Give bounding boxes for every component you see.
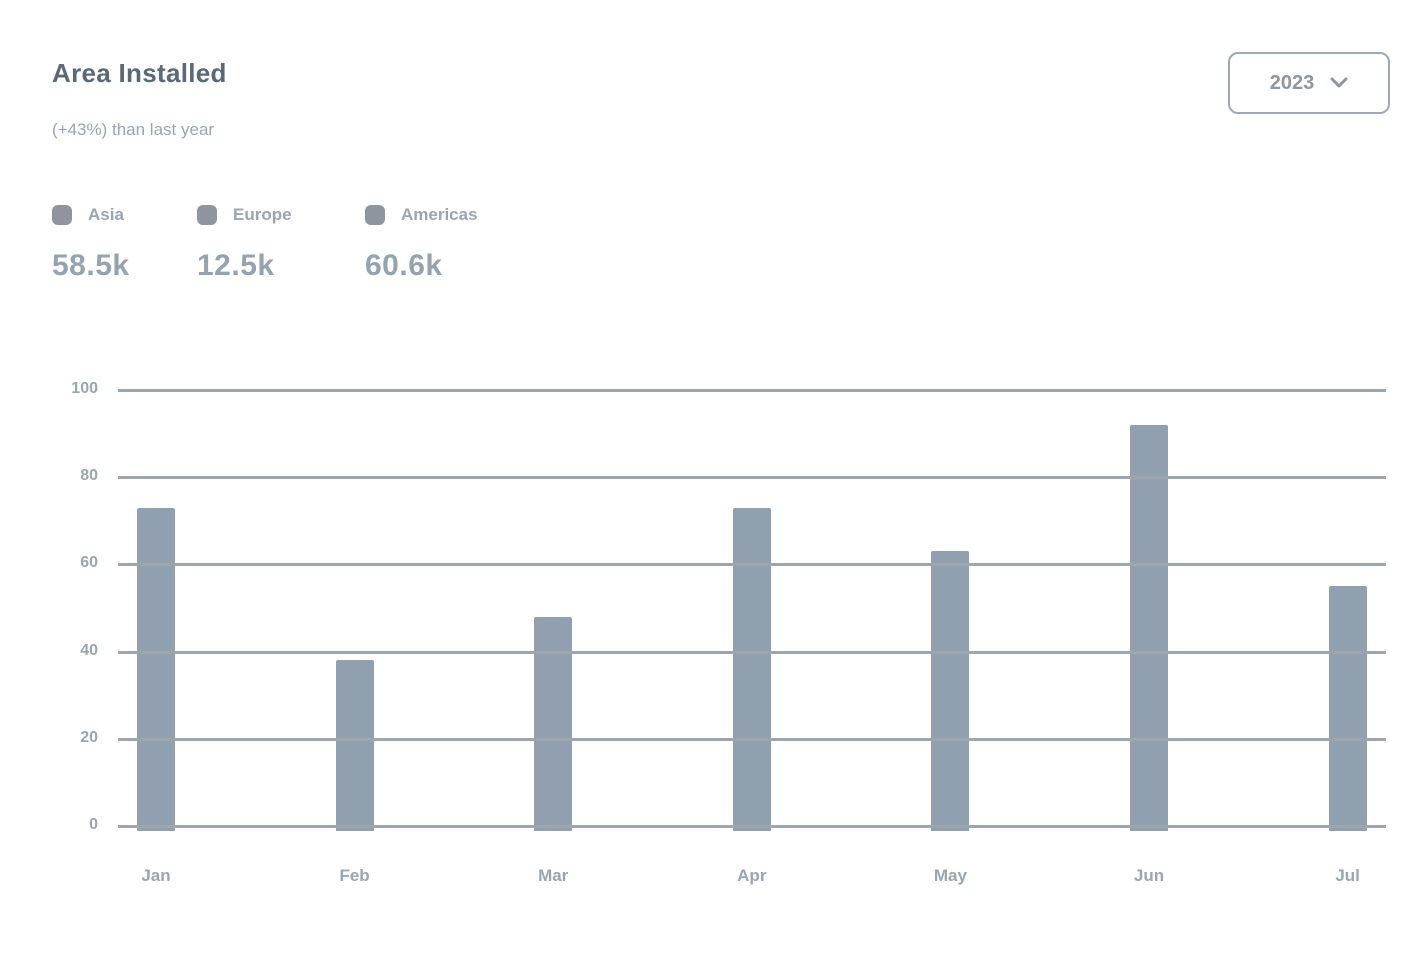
legend-dot-icon — [197, 205, 217, 225]
legend-item-americas: Americas 60.6k — [365, 205, 478, 283]
y-axis-tick-label: 20 — [80, 728, 98, 746]
legend-item-asia: Asia 58.5k — [52, 205, 130, 283]
bar-jan[interactable] — [137, 507, 175, 831]
x-axis-tick-label: Jul — [1335, 866, 1360, 885]
bar-feb[interactable] — [335, 660, 374, 831]
legend-item-head: Americas — [365, 205, 478, 225]
bar-mar[interactable] — [534, 616, 573, 831]
y-axis-tick-label: 60 — [80, 554, 98, 572]
legend-value: 58.5k — [52, 249, 130, 282]
legend-dot-icon — [52, 205, 72, 225]
y-axis-tick-label: 0 — [89, 816, 98, 833]
year-select-button[interactable]: 2023 — [1228, 52, 1390, 114]
x-axis-tick-label: Jun — [1133, 866, 1165, 885]
y-axis-tick-label: 40 — [80, 641, 98, 659]
chevron-down-icon — [1330, 77, 1348, 89]
legend-value: 12.5k — [197, 249, 275, 282]
x-axis-tick-label: Jan — [141, 866, 171, 885]
legend-item-head: Europe — [197, 205, 292, 225]
gridline-y60 — [118, 563, 1386, 567]
legend-label: Americas — [401, 205, 478, 224]
legend-label: Europe — [233, 205, 292, 224]
page-title: Area Installed — [52, 58, 227, 88]
gridline-y40 — [118, 650, 1386, 654]
gridline-y100 — [118, 389, 1386, 392]
legend-item-europe: Europe 12.5k — [197, 205, 292, 283]
gridline-y20 — [118, 737, 1386, 741]
legend-item-head: Asia — [52, 205, 130, 225]
bar-may[interactable] — [931, 551, 970, 831]
x-axis-tick-label: May — [933, 866, 967, 885]
legend-label: Asia — [88, 205, 124, 224]
x-axis-tick-label: Feb — [339, 866, 370, 885]
chart-subtitle: (+43%) than last year — [52, 120, 215, 139]
x-axis-tick-label: Mar — [538, 866, 569, 885]
y-axis-tick-label: 100 — [71, 380, 98, 397]
y-axis-tick-label: 80 — [80, 467, 98, 485]
gridline-y80 — [118, 476, 1386, 480]
bar-jul[interactable] — [1328, 586, 1367, 831]
bar-jun[interactable] — [1130, 424, 1168, 831]
bar-apr[interactable] — [732, 507, 771, 831]
gridline-y0 — [118, 825, 1386, 828]
x-axis-tick-label: Apr — [737, 866, 767, 885]
year-select-label: 2023 — [1269, 71, 1315, 94]
legend-value: 60.6k — [365, 249, 443, 282]
legend-dot-icon — [365, 205, 385, 225]
